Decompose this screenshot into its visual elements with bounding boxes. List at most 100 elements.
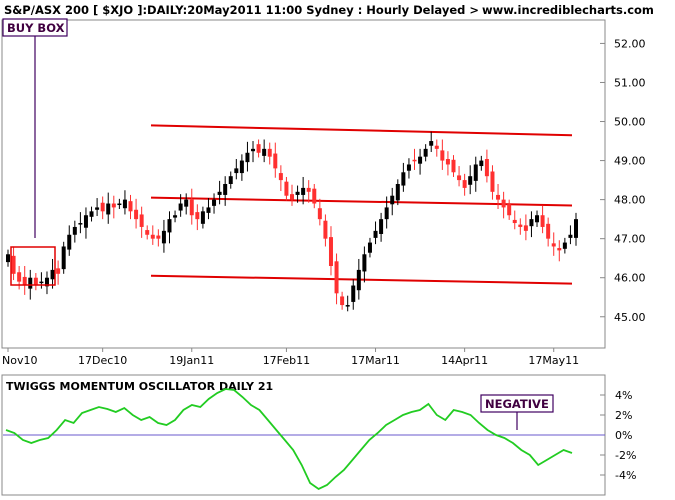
- price-tick-label: 52.00: [614, 37, 646, 50]
- candle-body: [150, 234, 155, 239]
- price-tick-label: 51.00: [614, 76, 646, 89]
- candle-body: [462, 180, 467, 188]
- oscillator-tick-label: -2%: [615, 449, 636, 462]
- candle-body: [317, 208, 322, 220]
- candle-body: [245, 152, 250, 163]
- candle-body: [429, 141, 434, 146]
- candle-body: [6, 254, 10, 263]
- candle-body: [200, 211, 205, 224]
- oscillator-tick-label: 0%: [615, 429, 632, 442]
- price-tick-label: 48.00: [614, 194, 646, 207]
- candle-body: [356, 269, 361, 291]
- candle-body: [178, 203, 183, 211]
- oscillator-tick-label: -4%: [615, 469, 636, 482]
- candle-body: [390, 195, 395, 205]
- candle-body: [418, 156, 423, 164]
- candle-body: [39, 281, 44, 284]
- candle-body: [490, 171, 495, 192]
- candle-body: [323, 220, 328, 239]
- candle-body: [540, 215, 545, 227]
- candle-body: [106, 203, 111, 215]
- candle-body: [145, 230, 150, 235]
- site-label: www.incrediblecharts.com: [482, 3, 654, 17]
- oscillator-title: TWIGGS MOMENTUM OSCILLATOR DAILY 21: [6, 380, 273, 393]
- candle-body: [173, 215, 178, 218]
- candle-body: [22, 276, 27, 286]
- negative-label: NEGATIVE: [485, 397, 549, 411]
- candle-body: [328, 237, 333, 266]
- candle-body: [134, 209, 139, 220]
- date-tick-label: Nov10: [2, 354, 37, 367]
- candle-body: [451, 159, 456, 173]
- candle-body: [122, 199, 127, 209]
- candle-body: [78, 223, 83, 225]
- oscillator-series-line: [5, 388, 573, 491]
- price-y-axis: 45.00 46.00 47.00 48.00 49.00 50.00 51.00 52.00: [600, 37, 646, 324]
- candle-body: [128, 201, 133, 212]
- date-tick-label: 19Jan11: [169, 354, 214, 367]
- candle-body: [89, 211, 94, 217]
- candle-body: [184, 199, 189, 207]
- candle-body: [95, 207, 100, 210]
- price-tick-label: 49.00: [614, 155, 646, 168]
- candle-body: [290, 194, 294, 200]
- candle-body: [384, 207, 389, 220]
- candle-body: [362, 254, 367, 272]
- candle-body: [156, 235, 161, 239]
- candle-body: [306, 187, 311, 192]
- candle-body: [189, 199, 194, 216]
- candle-body: [139, 214, 144, 227]
- date-tick-label: 17Dec10: [78, 354, 127, 367]
- price-tick-label: 47.00: [614, 233, 646, 246]
- candle-body: [262, 148, 267, 156]
- oscillator-y-axis: 4% 2% 0% -2% -4%: [600, 389, 636, 482]
- trend-line: [150, 124, 573, 137]
- candle-body: [267, 148, 272, 157]
- candle-body: [373, 230, 378, 238]
- candle-body: [395, 184, 400, 201]
- date-tick-label: 14Apr11: [441, 354, 488, 367]
- candle-body: [523, 225, 528, 231]
- candle-body: [546, 223, 551, 239]
- candle-body: [529, 219, 534, 227]
- candle-body: [496, 194, 501, 200]
- chart-title: S&P/ASX 200 [ $XJO ]:DAILY:20May2011 11:…: [4, 3, 479, 17]
- price-tick-label: 46.00: [614, 272, 646, 285]
- candle-body: [44, 277, 49, 287]
- candle-body: [406, 164, 411, 171]
- candle-body: [457, 175, 462, 181]
- candle-body: [312, 188, 317, 204]
- candle-body: [100, 202, 105, 212]
- candle-body: [33, 277, 38, 286]
- price-tick-label: 45.00: [614, 311, 646, 324]
- candle-body: [50, 269, 55, 280]
- candlestick-series: [6, 131, 578, 312]
- buy-box-rectangle: [10, 246, 56, 286]
- candle-body: [72, 226, 77, 235]
- date-tick-label: 17Feb11: [263, 354, 310, 367]
- candle-body: [234, 168, 239, 174]
- candle-body: [379, 219, 384, 234]
- candle-body: [206, 207, 211, 213]
- candle-body: [295, 191, 300, 195]
- candle-body: [568, 234, 573, 238]
- candle-body: [345, 305, 350, 307]
- candle-body: [468, 176, 473, 185]
- candle-body: [479, 160, 484, 167]
- candle-body: [423, 148, 428, 157]
- candle-body: [473, 164, 478, 181]
- candle-body: [278, 173, 283, 181]
- candle-body: [351, 285, 356, 302]
- candle-body: [535, 215, 540, 223]
- price-tick-label: 50.00: [614, 116, 646, 129]
- candle-body: [301, 187, 306, 195]
- candle-body: [239, 160, 244, 174]
- candle-body: [28, 277, 33, 289]
- candle-body: [484, 159, 489, 177]
- trend-line: [150, 274, 573, 285]
- candle-body: [17, 272, 22, 282]
- candle-body: [161, 230, 166, 244]
- candle-body: [61, 246, 66, 270]
- candle-body: [334, 261, 339, 294]
